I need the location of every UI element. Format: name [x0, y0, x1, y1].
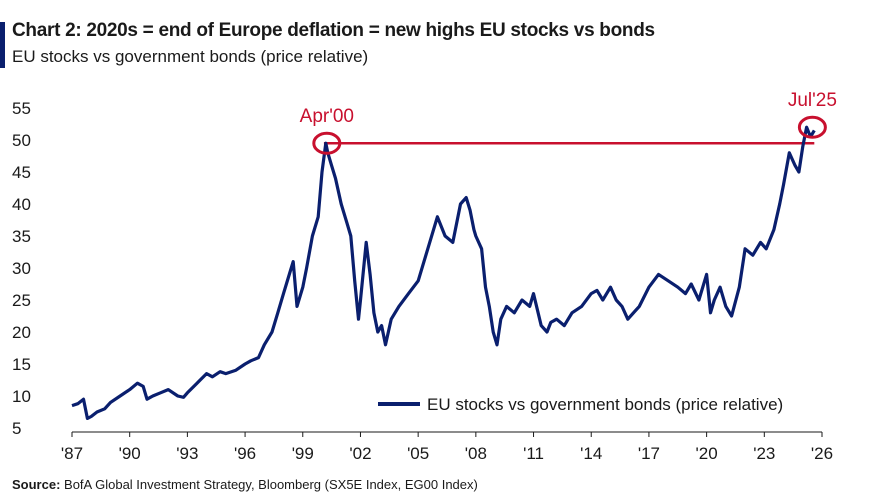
- y-tick-label: 20: [12, 323, 31, 342]
- x-tick-label: '26: [811, 444, 833, 463]
- x-tick-label: '08: [465, 444, 487, 463]
- x-tick-label: '96: [234, 444, 256, 463]
- y-tick-label: 10: [12, 387, 31, 406]
- annotation-label: Jul'25: [788, 90, 837, 111]
- chart-subtitle: EU stocks vs government bonds (price rel…: [12, 47, 369, 66]
- x-tick-label: '99: [292, 444, 314, 463]
- x-tick-label: '93: [176, 444, 198, 463]
- y-tick-label: 5: [12, 419, 21, 438]
- chart-title: Chart 2: 2020s = end of Europe deflation…: [12, 20, 655, 41]
- annotation-label: Apr'00: [300, 106, 354, 127]
- y-tick-label: 50: [12, 131, 31, 150]
- x-tick-label: '23: [753, 444, 775, 463]
- title-accent-bar: [0, 22, 5, 68]
- highlight-circle: [797, 115, 827, 139]
- source-note: Source: BofA Global Investment Strategy,…: [12, 477, 478, 492]
- x-tick-label: '87: [61, 444, 83, 463]
- y-tick-label: 45: [12, 163, 31, 182]
- y-tick-label: 35: [12, 227, 31, 246]
- y-tick-label: 40: [12, 195, 31, 214]
- annotations: Apr'00 Jul'25: [300, 90, 837, 155]
- x-tick-label: '02: [349, 444, 371, 463]
- legend: EU stocks vs government bonds (price rel…: [378, 395, 783, 414]
- y-tick-label: 30: [12, 259, 31, 278]
- x-tick-label: '05: [407, 444, 429, 463]
- source-text: BofA Global Investment Strategy, Bloombe…: [64, 477, 478, 492]
- y-tick-label: 15: [12, 355, 31, 374]
- x-tick-label: '11: [523, 444, 544, 463]
- x-tick-label: '17: [638, 444, 660, 463]
- legend-label: EU stocks vs government bonds (price rel…: [427, 395, 783, 414]
- highlight-circle: [312, 131, 342, 155]
- x-tick-label: '14: [580, 444, 602, 463]
- y-tick-label: 25: [12, 291, 31, 310]
- x-tick-label: '20: [696, 444, 718, 463]
- x-axis-ticks: '87 '90 '93 '96 '99 '02 '05 '08 '11 '14 '17 '20 '23 '…: [61, 431, 833, 463]
- source-label: Source:: [12, 477, 61, 492]
- y-axis-ticks: 5 10 15 20 25 30 35 40 45 50 55: [12, 99, 31, 438]
- y-tick-label: 55: [12, 99, 31, 118]
- series-line: [71, 125, 816, 420]
- x-tick-label: '90: [119, 444, 141, 463]
